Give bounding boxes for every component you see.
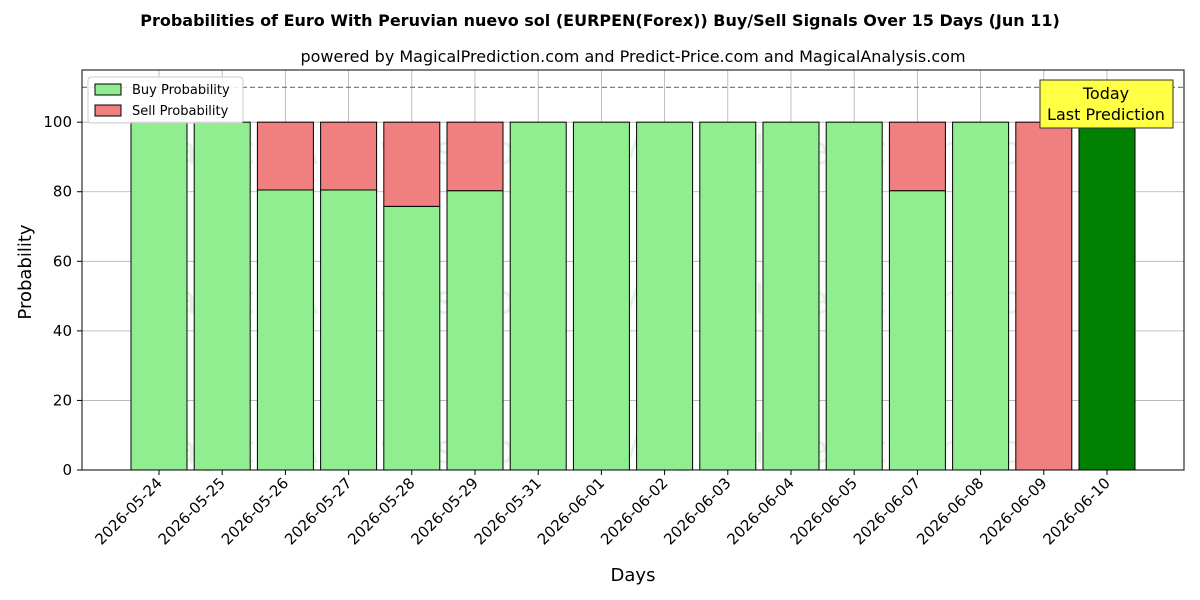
legend-box bbox=[87, 76, 244, 124]
chart-subtitle: powered by MagicalPrediction.com and Pre… bbox=[300, 47, 965, 66]
sell-bar bbox=[320, 121, 378, 191]
annotation-text: Today bbox=[1082, 84, 1129, 103]
legend-label: Buy Probability bbox=[132, 83, 230, 98]
y-tick-label: 20 bbox=[53, 391, 72, 409]
x-axis-label: Days bbox=[611, 565, 656, 586]
annotation-text: Last Prediction bbox=[1047, 105, 1165, 124]
buy-bar bbox=[699, 121, 757, 471]
x-tick-label: 2026-06-03 bbox=[660, 474, 734, 548]
x-tick-label: 2026-06-09 bbox=[976, 474, 1050, 548]
x-tick-label: 2026-06-01 bbox=[534, 474, 608, 548]
x-tick-label: 2026-06-08 bbox=[913, 474, 987, 548]
buy-bar bbox=[636, 121, 694, 471]
x-tick-label: 2026-05-25 bbox=[155, 474, 229, 548]
y-tick-label: 60 bbox=[53, 252, 72, 270]
buy-bar bbox=[1078, 121, 1136, 471]
sell-bar bbox=[888, 121, 946, 192]
buy-bar bbox=[446, 190, 504, 471]
x-tick-label: 2026-05-29 bbox=[407, 474, 481, 548]
buy-bar bbox=[825, 121, 883, 471]
buy-bar bbox=[320, 189, 378, 471]
y-axis-label: Probability bbox=[15, 224, 36, 319]
chart-title: Probabilities of Euro With Peruvian nuev… bbox=[140, 11, 1060, 30]
bars bbox=[130, 121, 1136, 471]
x-tick-label: 2026-05-31 bbox=[471, 474, 545, 548]
buy-bar bbox=[193, 121, 251, 471]
plot-frame bbox=[81, 69, 1185, 471]
legend: Buy Probability Sell Probability bbox=[87, 76, 244, 124]
x-tick-label: 2026-05-28 bbox=[344, 474, 418, 548]
annotation-box bbox=[1039, 79, 1174, 129]
buy-bar bbox=[130, 121, 188, 471]
sell-bar bbox=[1015, 121, 1073, 471]
legend-swatch bbox=[94, 104, 122, 117]
buy-bar bbox=[383, 205, 441, 471]
y-tick-label: 80 bbox=[53, 183, 72, 201]
y-tick-label: 40 bbox=[53, 322, 72, 340]
buy-bar bbox=[509, 121, 567, 471]
x-tick-label: 2026-06-07 bbox=[850, 474, 924, 548]
sell-bar bbox=[256, 121, 314, 191]
y-tick-label: 100 bbox=[43, 113, 72, 131]
x-tick-label: 2026-05-26 bbox=[218, 474, 292, 548]
legend-swatch bbox=[94, 83, 122, 96]
today-annotation: Today Last Prediction bbox=[1039, 79, 1174, 129]
buy-bar bbox=[888, 190, 946, 471]
x-axis-ticks: 2026-05-242026-05-252026-05-262026-05-27… bbox=[91, 470, 1114, 548]
sell-bar bbox=[383, 121, 441, 207]
legend-label: Sell Probability bbox=[132, 104, 229, 119]
buy-bar bbox=[952, 121, 1010, 471]
x-tick-label: 2026-05-24 bbox=[91, 474, 165, 548]
y-tick-label: 0 bbox=[62, 461, 72, 479]
x-tick-label: 2026-06-04 bbox=[723, 474, 797, 548]
y-axis-ticks: 0 20 40 60 80 100 bbox=[43, 113, 82, 479]
buy-bar bbox=[256, 189, 314, 471]
sell-bar bbox=[446, 121, 504, 192]
x-tick-label: 2026-05-27 bbox=[281, 474, 355, 548]
buy-bar bbox=[572, 121, 630, 471]
buy-bar bbox=[762, 121, 820, 471]
x-tick-label: 2026-06-02 bbox=[597, 474, 671, 548]
x-tick-label: 2026-06-05 bbox=[787, 474, 861, 548]
x-tick-label: 2026-06-10 bbox=[1039, 474, 1113, 548]
